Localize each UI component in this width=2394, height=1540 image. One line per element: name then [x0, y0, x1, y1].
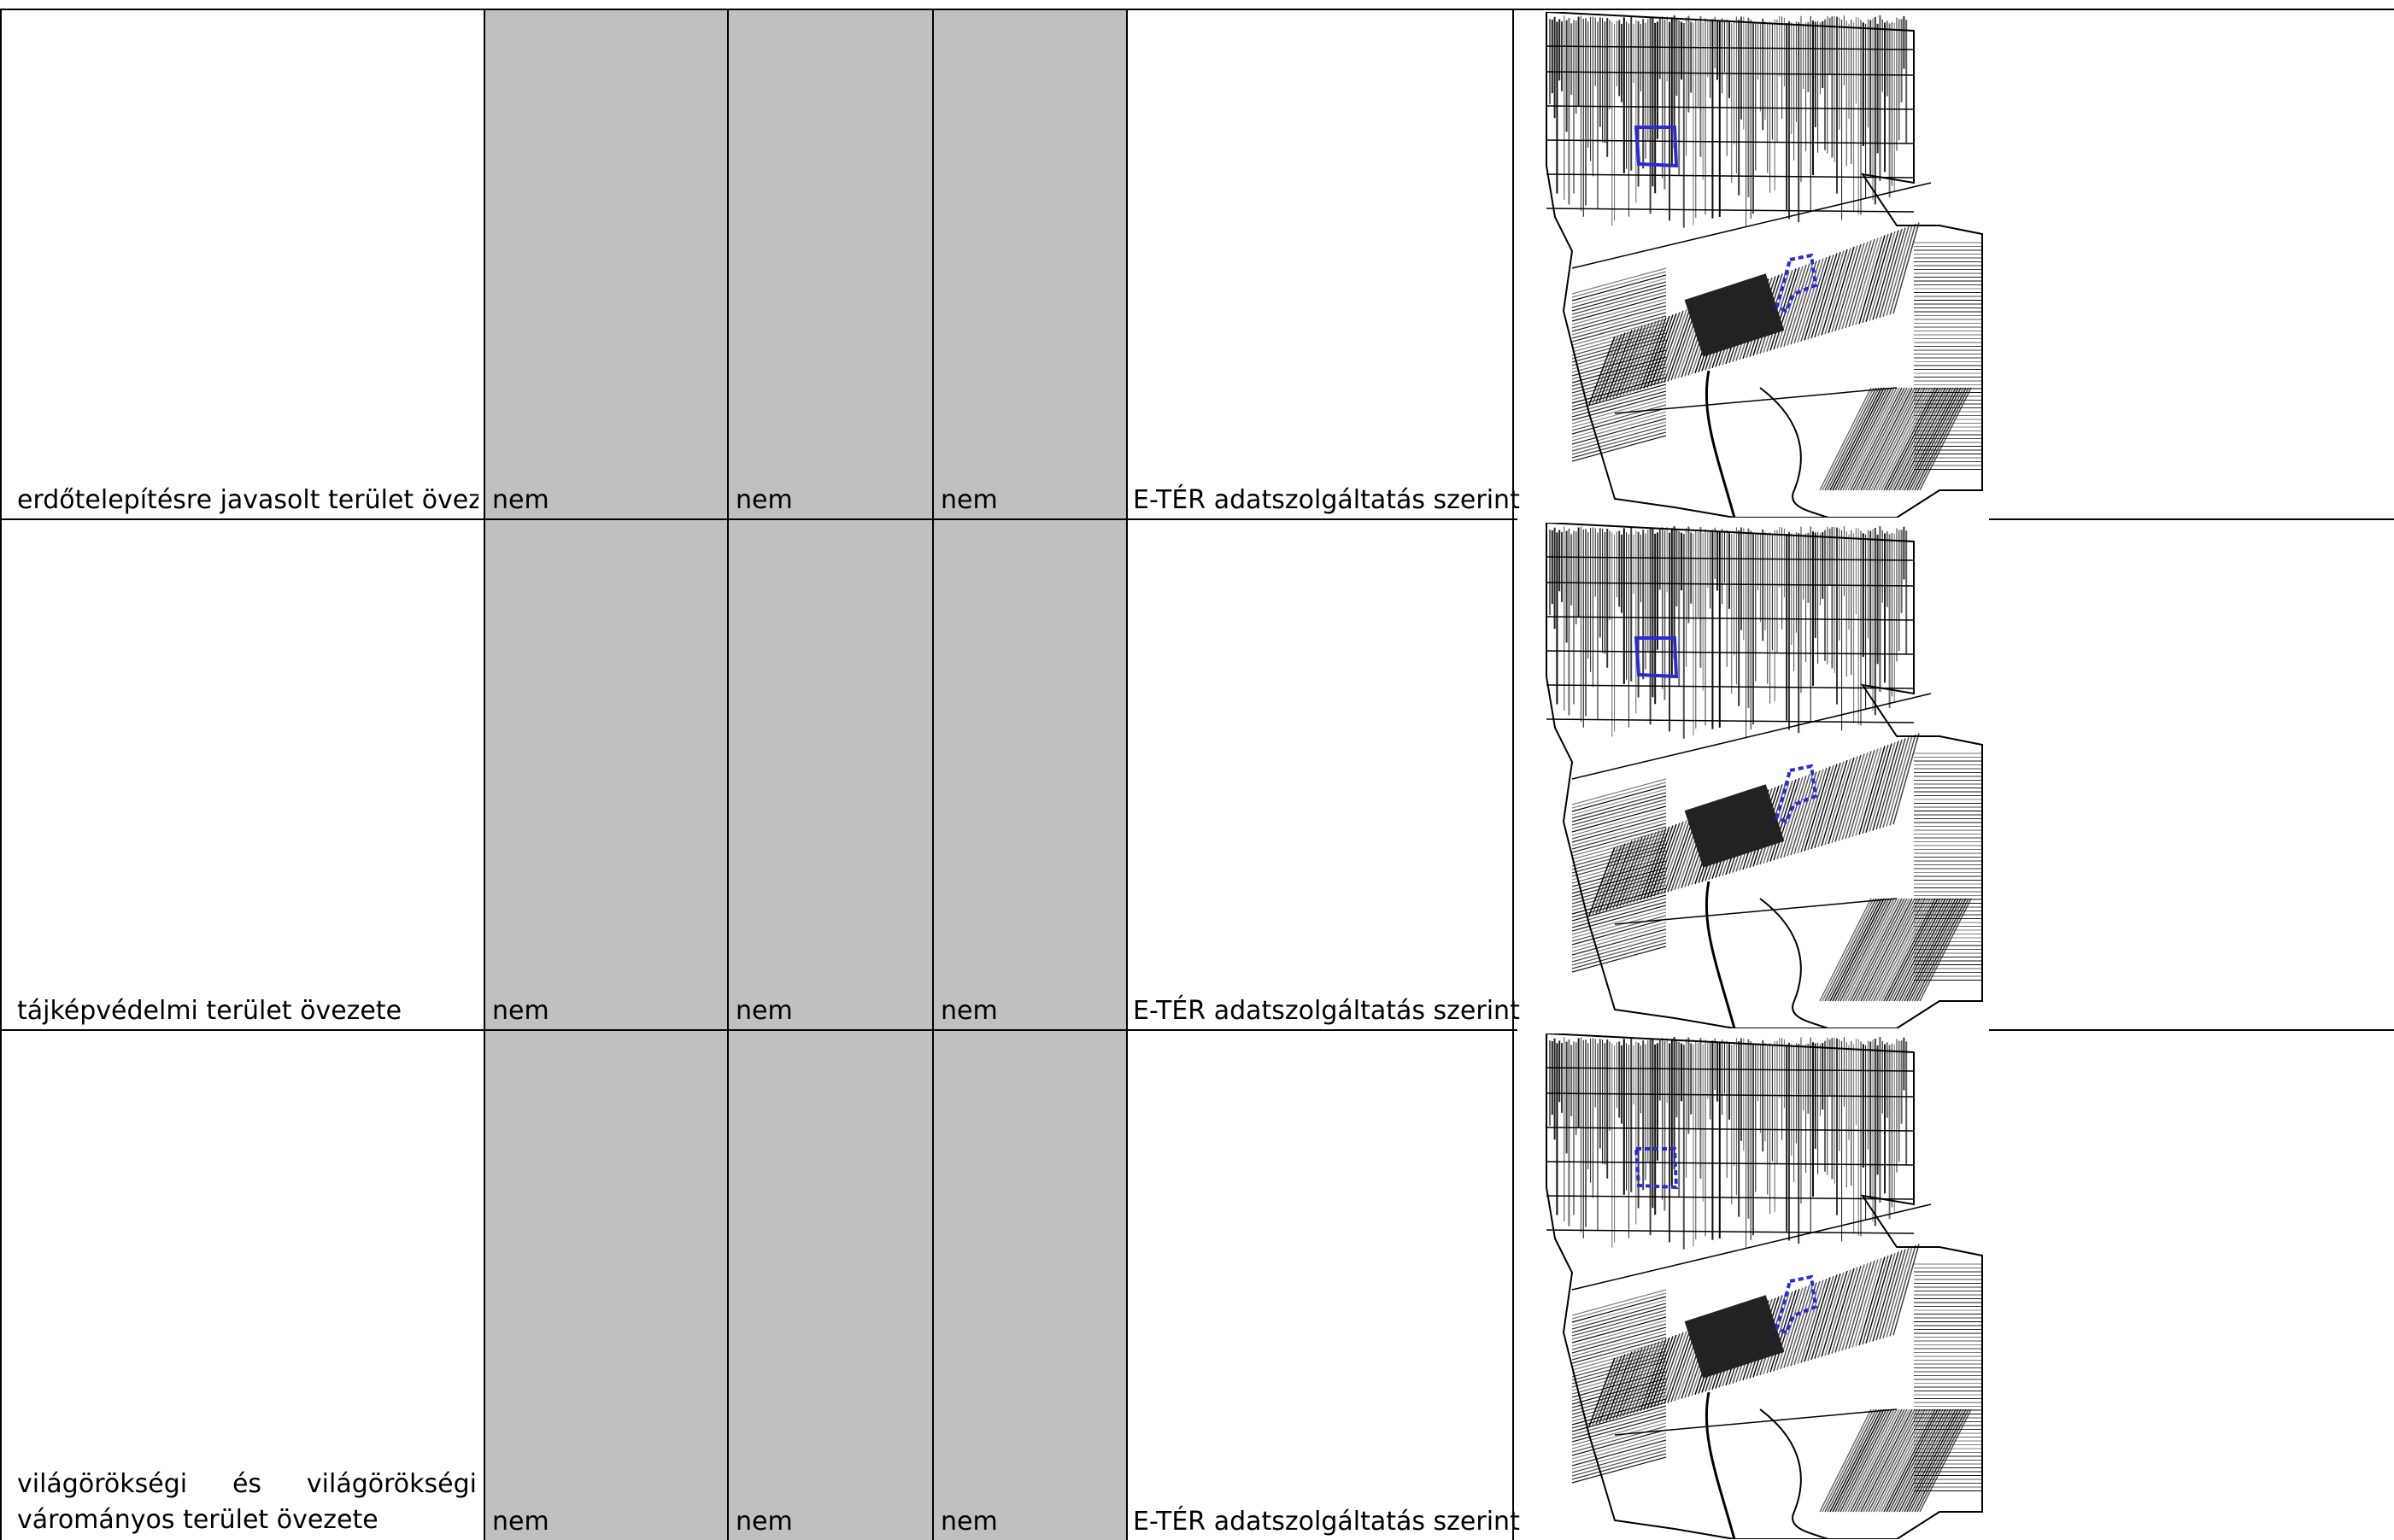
source-cell: E-TÉR adatszolgáltatás szerint — [1133, 996, 1520, 1026]
value-cell: nem — [736, 485, 793, 515]
value-cell: nem — [492, 1507, 549, 1537]
zone-name-cell: erdőtelepítésre javasolt terület övezete — [17, 483, 478, 518]
zone-name-word: világörökségi — [306, 1469, 477, 1499]
cadastral-map-thumbnail-icon — [1538, 523, 1991, 1028]
cadastral-map-thumbnail-icon — [1538, 12, 1991, 518]
zone-name-line-1: világörökségi és világörökségi — [17, 1467, 477, 1502]
value-cell: nem — [941, 1507, 998, 1537]
zone-name-word: és — [232, 1469, 262, 1499]
row-divider — [0, 518, 1517, 520]
value-cell: nem — [941, 485, 998, 515]
source-cell: E-TÉR adatszolgáltatás szerint — [1133, 1507, 1520, 1537]
zone-name: erdőtelepítésre javasolt terület övezete — [17, 485, 478, 515]
zone-name: tájképvédelmi terület övezete — [17, 996, 402, 1026]
shaded-column-3 — [934, 10, 1126, 1540]
column-divider — [932, 9, 934, 1540]
zone-name-line-2: váromány­os terület övezete — [17, 1505, 378, 1535]
value-cell: nem — [941, 996, 998, 1026]
shaded-column-2 — [729, 10, 932, 1540]
source-cell: E-TÉR adatszolgáltatás szerint — [1133, 485, 1520, 515]
column-divider — [727, 9, 729, 1540]
row-divider — [1989, 518, 2394, 520]
row-divider — [0, 1029, 1517, 1031]
zone-name-cell: tájképvédelmi terület övezete — [17, 993, 478, 1029]
zone-name-word: világörökségi — [17, 1469, 188, 1499]
column-divider — [484, 9, 485, 1540]
value-cell: nem — [492, 996, 549, 1026]
column-divider — [1126, 9, 1128, 1540]
table-left-border — [0, 9, 2, 1540]
value-cell: nem — [492, 485, 549, 515]
column-divider — [1512, 9, 1514, 1540]
value-cell: nem — [736, 996, 793, 1026]
shaded-column-1 — [485, 10, 727, 1540]
row-divider — [1989, 1029, 2394, 1031]
cadastral-map-thumbnail-icon — [1538, 1033, 1991, 1539]
value-cell: nem — [736, 1507, 793, 1537]
zone-name-cell: világörökségi és világörökségi váromány­… — [17, 1467, 477, 1538]
table-top-border — [0, 9, 2394, 10]
